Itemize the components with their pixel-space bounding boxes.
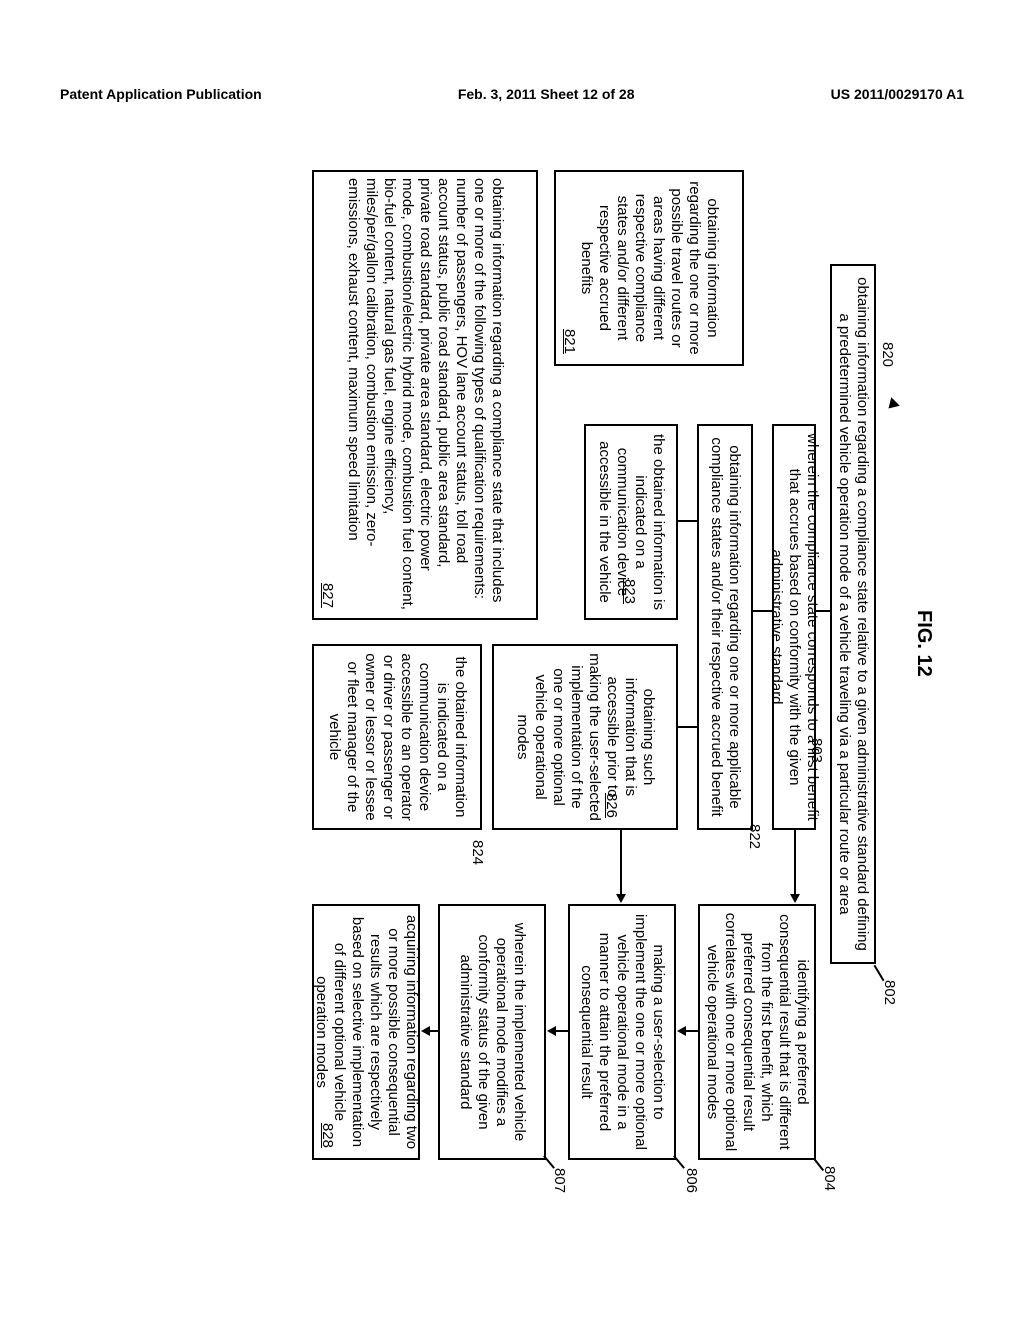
box-824: the obtained information is indicated on… (312, 644, 482, 830)
box-827-ref: 827 (318, 583, 336, 608)
tagline-806 (673, 1155, 685, 1169)
box-826-ref: 826 (602, 793, 620, 818)
box-828: acquiring information regarding two or m… (312, 904, 420, 1160)
box-802-text: obtaining information regarding a compli… (835, 272, 871, 956)
tag-803: 803 (807, 738, 825, 763)
box-823: the obtained information is indicated on… (584, 424, 678, 620)
box-806: making a user-selection to implement the… (568, 904, 676, 1160)
conn-822-823 (678, 520, 697, 522)
arrow-803-804 (790, 894, 800, 903)
tag-806: 806 (682, 1168, 700, 1193)
figure-ref: 820 (878, 342, 896, 367)
arrow-804-806 (677, 1026, 686, 1036)
tagline-804 (814, 1159, 824, 1171)
tagline-807 (543, 1155, 555, 1169)
box-826: obtaining such information that is acces… (492, 644, 678, 830)
box-821-text: obtaining information regarding the one … (577, 178, 721, 358)
arrow-807-828 (421, 1026, 430, 1036)
box-822-text: obtaining information regarding one or m… (707, 432, 743, 822)
box-821-ref: 821 (560, 329, 578, 354)
header-right: US 2011/0029170 A1 (831, 86, 964, 102)
tagline-802 (874, 965, 885, 981)
box-803: wherein the compliance state corresponds… (772, 424, 816, 830)
header-left: Patent Application Publication (60, 86, 262, 102)
tag-802: 802 (880, 980, 898, 1005)
box-807-text: wherein the implemented vehicle operatio… (456, 912, 528, 1152)
tag-822: 822 (745, 824, 763, 849)
tag-807: 807 (550, 1168, 568, 1193)
box-822: obtaining information regarding one or m… (697, 424, 753, 830)
conn-826-806 (620, 830, 622, 896)
figure-title: FIG. 12 (912, 610, 936, 677)
tag-824: 824 (468, 840, 486, 865)
box-821: obtaining information regarding the one … (554, 170, 744, 366)
arrow-826-806 (616, 894, 626, 903)
box-827: obtaining information regarding a compli… (312, 170, 538, 620)
conn-803-822 (753, 610, 772, 612)
conn-803-804 (794, 830, 796, 896)
box-827-text: obtaining information regarding a compli… (344, 178, 506, 612)
box-803-text: wherein the compliance state corresponds… (767, 432, 821, 822)
flowchart: FIG. 12 820 obtaining information regard… (120, 170, 900, 1170)
figure-ref-arrow (884, 397, 900, 413)
conn-822-826 (678, 726, 697, 728)
box-802: obtaining information regarding a compli… (830, 264, 876, 964)
box-806-text: making a user-selection to implement the… (577, 912, 667, 1152)
conn-806-807 (554, 1030, 568, 1032)
box-804-text: identifying a preferred consequential re… (703, 912, 811, 1152)
conn-802-803 (816, 610, 830, 612)
box-807: wherein the implemented vehicle operatio… (438, 904, 546, 1160)
page-header: Patent Application Publication Feb. 3, 2… (0, 86, 1024, 102)
header-center: Feb. 3, 2011 Sheet 12 of 28 (458, 86, 635, 102)
arrow-806-807 (547, 1026, 556, 1036)
conn-804-806 (684, 1030, 698, 1032)
box-804: identifying a preferred consequential re… (698, 904, 816, 1160)
box-828-ref: 828 (318, 1123, 336, 1148)
box-824-text: the obtained information is indicated on… (325, 652, 469, 822)
box-823-ref: 823 (620, 579, 638, 604)
box-826-text: obtaining such information that is acces… (513, 652, 657, 822)
box-828-text: acquiring information regarding two or m… (312, 912, 420, 1152)
diagram-wrapper: FIG. 12 820 obtaining information regard… (10, 290, 1010, 1070)
